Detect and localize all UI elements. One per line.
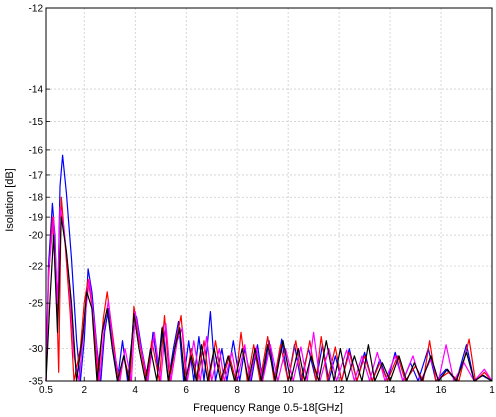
plot-frame: [45, 7, 493, 382]
x-tick-label: 6: [183, 385, 189, 396]
y-tick-label: -19: [29, 213, 44, 224]
x-tick-label: 8: [234, 385, 240, 396]
plot-series: [45, 154, 493, 382]
y-tick-label: -30: [29, 344, 44, 355]
x-tick-label: 1: [489, 385, 495, 396]
x-tick-label: 0.5: [39, 385, 53, 396]
x-tick-label: 14: [384, 385, 396, 396]
y-tick-label: -18: [29, 193, 44, 204]
gridlines: [45, 7, 493, 382]
series-line-4: [45, 216, 493, 382]
y-tick-label: -35: [29, 377, 44, 388]
x-axis-label: Frequency Range 0.5-18[GHz]: [193, 402, 343, 414]
x-tick-label: 16: [435, 385, 447, 396]
y-tick-label: -20: [29, 231, 44, 242]
y-axis-label: Isolation [dB]: [4, 168, 16, 232]
x-tick-label: 2: [81, 385, 87, 396]
x-tick-label: 4: [132, 385, 138, 396]
x-tick-label: 10: [283, 385, 295, 396]
y-tick-label: -12: [29, 4, 44, 15]
y-tick-label: -17: [29, 170, 44, 181]
y-tick-label: -15: [29, 117, 44, 128]
x-tick-label: 12: [334, 385, 346, 396]
y-tick-label: -14: [29, 85, 44, 96]
y-tick-label: -22: [29, 262, 44, 273]
y-tick-label: -16: [29, 145, 44, 156]
axis-ticks: 0.5 2 4 6 8 10 12 14 16 1 -12 -14 -15 -16 -17 -18 -19 -20…: [29, 4, 496, 397]
y-tick-label: -25: [29, 299, 44, 310]
